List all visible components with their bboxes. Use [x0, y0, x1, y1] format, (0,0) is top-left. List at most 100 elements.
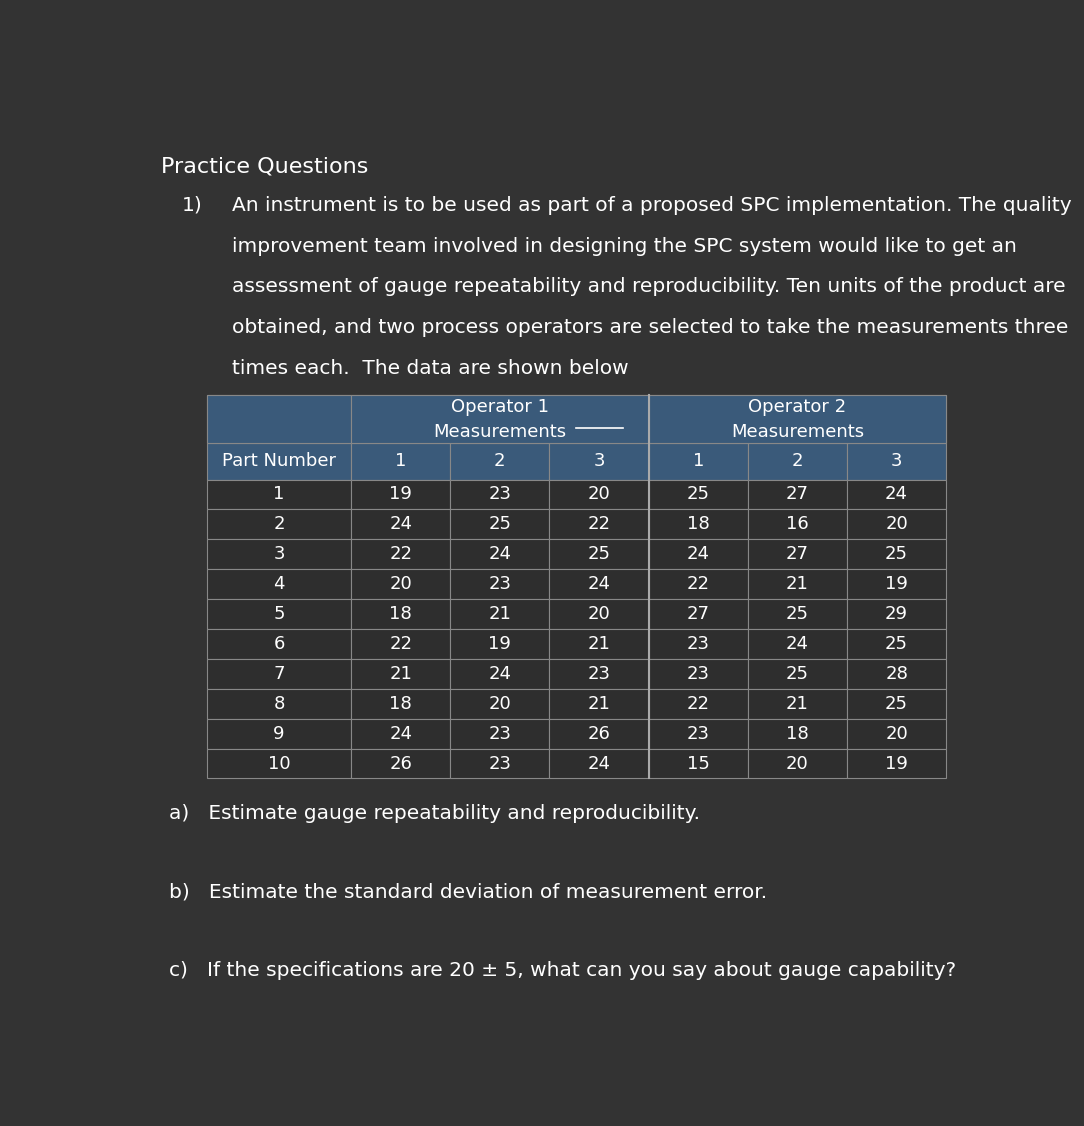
Text: 4: 4 [273, 575, 285, 593]
Bar [450, 718, 550, 749]
Text: 9: 9 [273, 725, 285, 743]
Bar [450, 539, 550, 570]
Text: 23: 23 [489, 725, 512, 743]
Bar [351, 749, 450, 778]
Text: 20: 20 [886, 516, 908, 534]
Text: 27: 27 [786, 545, 809, 563]
Bar [351, 539, 450, 570]
Text: 22: 22 [588, 516, 610, 534]
Text: 3: 3 [593, 453, 605, 471]
Text: 20: 20 [389, 575, 412, 593]
Bar [648, 395, 748, 444]
Text: times each.  The data are shown below: times each. The data are shown below [232, 359, 629, 378]
Bar [351, 718, 450, 749]
Text: 21: 21 [786, 695, 809, 713]
Bar [847, 749, 946, 778]
Bar [748, 509, 847, 539]
Text: 1: 1 [273, 485, 285, 503]
Text: 21: 21 [389, 664, 412, 682]
Text: 23: 23 [489, 485, 512, 503]
Text: 22: 22 [687, 575, 710, 593]
Text: 24: 24 [588, 575, 610, 593]
Text: 28: 28 [886, 664, 908, 682]
Bar [550, 718, 648, 749]
Bar [207, 480, 351, 509]
Bar [648, 570, 748, 599]
Text: 24: 24 [886, 485, 908, 503]
Text: 23: 23 [687, 725, 710, 743]
Text: 24: 24 [389, 516, 412, 534]
Text: 20: 20 [786, 754, 809, 772]
Bar [550, 444, 648, 480]
Text: 18: 18 [687, 516, 710, 534]
Text: 3: 3 [891, 453, 902, 471]
Bar [207, 689, 351, 718]
Text: 23: 23 [489, 575, 512, 593]
Bar [847, 570, 946, 599]
Bar [847, 539, 946, 570]
Text: Operator 1
Measurements: Operator 1 Measurements [434, 397, 567, 440]
Bar [648, 395, 946, 444]
Text: 26: 26 [389, 754, 412, 772]
Bar [648, 480, 748, 509]
Bar [550, 480, 648, 509]
Text: 21: 21 [588, 635, 610, 653]
Text: obtained, and two process operators are selected to take the measurements three: obtained, and two process operators are … [232, 318, 1069, 337]
Text: 16: 16 [786, 516, 809, 534]
Bar [648, 718, 748, 749]
Text: 25: 25 [886, 695, 908, 713]
Bar [847, 718, 946, 749]
Bar [351, 509, 450, 539]
Text: a)   Estimate gauge repeatability and reproducibility.: a) Estimate gauge repeatability and repr… [169, 804, 700, 823]
Text: 26: 26 [588, 725, 610, 743]
Text: 25: 25 [489, 516, 512, 534]
Bar [207, 570, 351, 599]
Bar [450, 395, 550, 444]
Bar [648, 629, 748, 659]
Text: 23: 23 [687, 635, 710, 653]
Bar [450, 599, 550, 629]
Bar [207, 599, 351, 629]
Bar [550, 599, 648, 629]
Text: times each.  The data are shown below: times each. The data are shown below [232, 359, 629, 378]
Bar [748, 659, 847, 689]
Bar [450, 749, 550, 778]
Text: Operator 2
Measurements: Operator 2 Measurements [731, 397, 864, 440]
Text: 1: 1 [693, 453, 704, 471]
Text: 20: 20 [489, 695, 512, 713]
Text: 23: 23 [489, 754, 512, 772]
Bar [450, 629, 550, 659]
Text: 25: 25 [786, 605, 809, 623]
Bar [748, 539, 847, 570]
Bar [748, 689, 847, 718]
Bar [207, 539, 351, 570]
Text: improvement team involved in designing the SPC system would like to get an: improvement team involved in designing t… [232, 236, 1017, 256]
Bar [207, 629, 351, 659]
Text: 18: 18 [389, 695, 412, 713]
Bar [550, 689, 648, 718]
Text: 27: 27 [687, 605, 710, 623]
Bar [351, 480, 450, 509]
Bar [847, 395, 946, 444]
Text: b)   Estimate the standard deviation of measurement error.: b) Estimate the standard deviation of me… [169, 883, 767, 902]
Text: 5: 5 [273, 605, 285, 623]
Bar [748, 395, 847, 444]
Text: 18: 18 [389, 605, 412, 623]
Text: 1): 1) [182, 196, 203, 215]
Text: Part Number: Part Number [222, 453, 336, 471]
Bar [550, 629, 648, 659]
Bar [450, 659, 550, 689]
Text: c)   If the specifications are 20 ± 5, what can you say about gauge capability?: c) If the specifications are 20 ± 5, wha… [169, 960, 956, 980]
Text: 2: 2 [791, 453, 803, 471]
Bar [748, 718, 847, 749]
Text: 2: 2 [273, 516, 285, 534]
Bar [207, 395, 351, 444]
Bar [748, 444, 847, 480]
Bar [351, 570, 450, 599]
Text: 23: 23 [588, 664, 610, 682]
Text: 20: 20 [588, 485, 610, 503]
Bar [648, 599, 748, 629]
Bar [450, 570, 550, 599]
Bar [648, 659, 748, 689]
Text: 27: 27 [786, 485, 809, 503]
